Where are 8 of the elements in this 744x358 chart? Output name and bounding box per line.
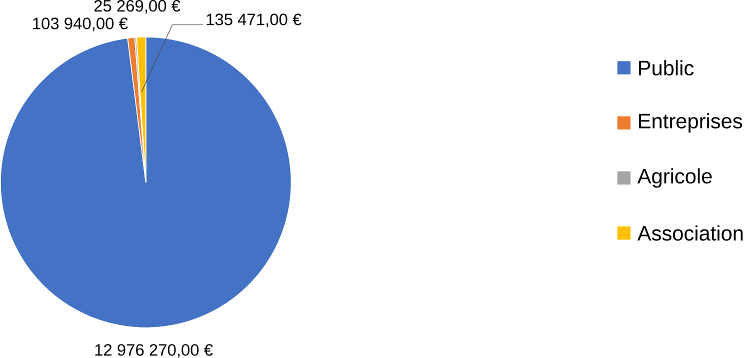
- legend-label: Entreprises: [639, 113, 742, 133]
- data-label: 12 976 270,00 €: [95, 344, 213, 358]
- legend-label: Public: [639, 60, 694, 76]
- legend-label: Association: [637, 226, 743, 241]
- data-label: 103 940,00 €: [33, 18, 128, 32]
- legend-label: Agricole: [637, 168, 712, 188]
- data-label: 25 269,00 €: [94, 0, 180, 14]
- data-label: 135 471,00 €: [206, 14, 302, 28]
